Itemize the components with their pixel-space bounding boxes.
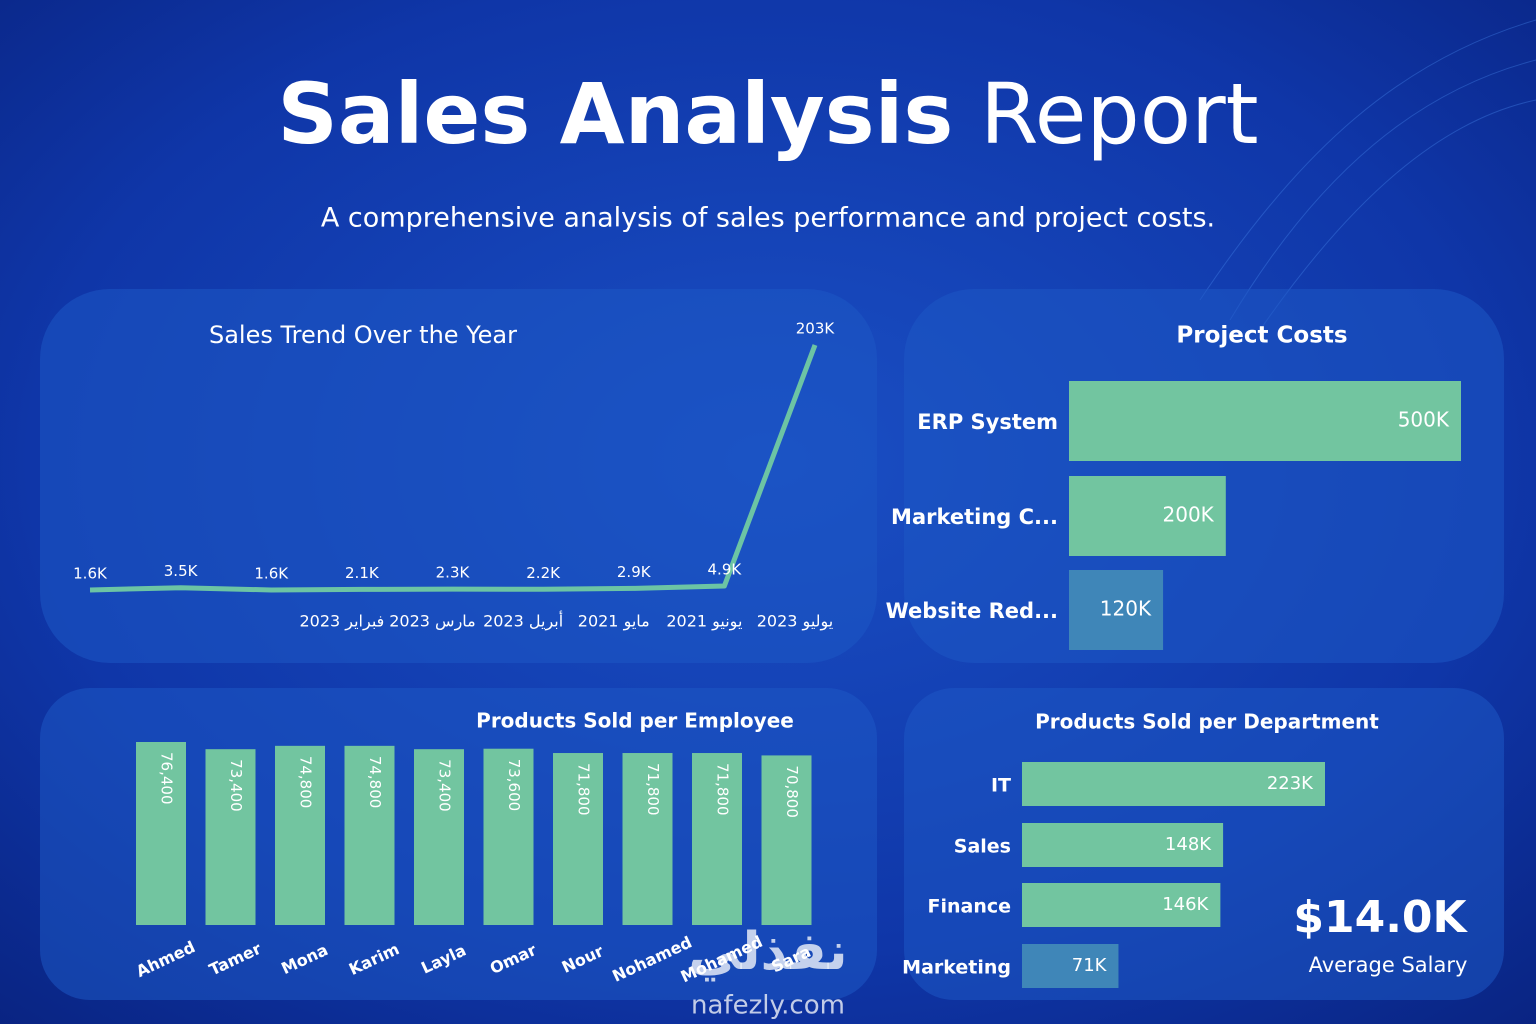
data-label: 2.2K: [526, 564, 561, 582]
bar: [1022, 883, 1221, 927]
decor-waves: [1199, 19, 1536, 331]
page-title: Sales Analysis Report: [277, 65, 1258, 163]
kpi-label: Average Salary: [1309, 953, 1468, 977]
bar: [483, 748, 534, 925]
data-label: 73,600: [505, 759, 523, 812]
data-label: 76,400: [158, 752, 176, 805]
title-bold: Sales Analysis: [277, 65, 953, 163]
data-label: 74,800: [366, 756, 384, 809]
chart-title: Sales Trend Over the Year: [209, 321, 517, 349]
data-label: 120K: [1100, 597, 1152, 621]
bar: [1022, 823, 1224, 867]
x-tick-label: يونيو 2021: [666, 612, 742, 632]
x-tick-label: أبريل 2023: [483, 611, 563, 632]
x-tick-label: مايو 2021: [578, 612, 650, 632]
bar: [1069, 381, 1461, 461]
bar: [692, 753, 742, 925]
bar: [1069, 570, 1164, 650]
data-label: 73,400: [436, 759, 454, 812]
data-label: 71,800: [575, 763, 593, 816]
data-label: 223K: [1267, 773, 1314, 794]
trend-line: [89, 344, 818, 593]
data-label: 70,800: [783, 765, 801, 818]
data-label: 500K: [1398, 408, 1450, 432]
data-label: 73,400: [227, 759, 245, 812]
data-label: 1.6K: [254, 565, 289, 583]
bar: [1022, 762, 1325, 806]
title-light: Report: [980, 65, 1258, 163]
data-label: 2.3K: [436, 564, 471, 582]
bar: [622, 753, 673, 925]
category-label: Website Red...: [886, 599, 1058, 623]
bar: [761, 755, 812, 925]
x-tick-label: يوليو 2023: [757, 612, 834, 632]
data-label: 1.6K: [73, 565, 108, 583]
data-label: 71,800: [714, 763, 732, 816]
watermark: nafezly.com: [691, 991, 845, 1021]
chart-title: Products Sold per Employee: [476, 709, 794, 733]
data-label: 203K: [796, 320, 836, 338]
data-label: 71K: [1072, 955, 1108, 976]
category-label: IT: [991, 775, 1011, 797]
bar: [414, 749, 464, 925]
bar: [1022, 944, 1119, 988]
panel: [40, 289, 877, 663]
x-tick-label: فبراير 2023: [299, 612, 384, 632]
bar: [553, 753, 603, 925]
data-label: 4.9K: [708, 560, 743, 578]
data-label: 74,800: [297, 756, 315, 809]
data-label: 2.9K: [617, 563, 652, 581]
category-label: Marketing: [902, 957, 1011, 979]
chart-title: Project Costs: [1176, 323, 1347, 349]
subtitle: A comprehensive analysis of sales perfor…: [321, 203, 1215, 234]
data-label: 2.1K: [345, 564, 380, 582]
x-tick-label: مارس 2023: [389, 612, 476, 632]
data-label: 148K: [1165, 834, 1212, 855]
bar: [1069, 476, 1226, 556]
chart-title: Products Sold per Department: [1035, 710, 1379, 734]
bar: [275, 745, 325, 925]
bar: [136, 742, 186, 925]
bar: [344, 745, 395, 925]
category-label: ERP System: [917, 410, 1058, 434]
bar: [205, 749, 256, 925]
data-label: 200K: [1163, 503, 1215, 527]
data-label: 3.5K: [164, 562, 199, 580]
category-label: Marketing C...: [891, 505, 1058, 529]
data-label: 146K: [1162, 894, 1209, 915]
category-label: Finance: [927, 896, 1011, 918]
category-label: Sales: [954, 836, 1011, 858]
watermark: نفذلي: [688, 922, 847, 982]
kpi-value: $14.0K: [1293, 892, 1468, 943]
data-label: 71,800: [644, 763, 662, 816]
